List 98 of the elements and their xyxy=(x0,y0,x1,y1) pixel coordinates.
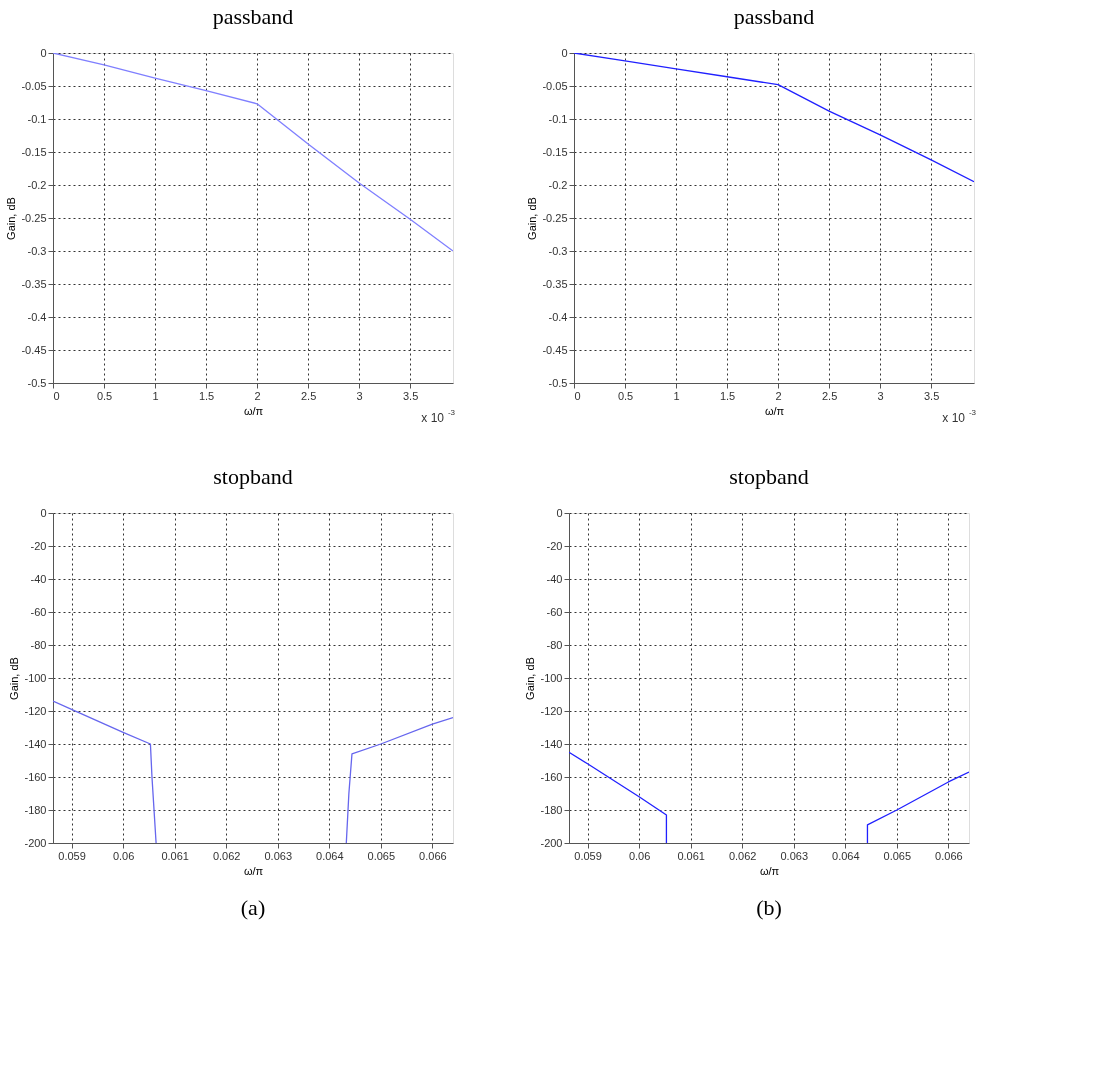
y-tick-label: -100 xyxy=(540,671,563,684)
y-tick-label: -0.25 xyxy=(21,211,47,224)
x-tick-label: 0 xyxy=(53,389,60,402)
y-tick-label: -200 xyxy=(540,836,563,849)
y-tick-label: -0.05 xyxy=(21,79,47,92)
y-tick-label: -0.1 xyxy=(27,112,47,125)
y-tick-label: -60 xyxy=(30,605,47,618)
y-tick-label: -100 xyxy=(24,671,47,684)
x-tick-label: 2.5 xyxy=(300,389,317,402)
x-tick-label: 2.5 xyxy=(821,389,838,402)
x-axis-title: ω/π xyxy=(764,404,785,417)
y-tick-label: 0 xyxy=(40,46,47,59)
x-tick-label: 0.063 xyxy=(780,849,809,862)
x-tick-label: 0.5 xyxy=(96,389,113,402)
y-axis-title: Gain, dB xyxy=(524,657,537,700)
line-series xyxy=(866,771,969,843)
y-tick-label: -160 xyxy=(540,770,563,783)
y-tick-label: -180 xyxy=(540,803,563,816)
y-tick-label: -40 xyxy=(546,572,563,585)
y-tick-label: -0.45 xyxy=(542,343,568,356)
line-series xyxy=(574,53,974,183)
x-axis-title: ω/π xyxy=(243,864,264,877)
x-tick-label: 0.061 xyxy=(161,849,189,862)
x-tick-label: 0.064 xyxy=(832,849,860,862)
x-tick-label: 3.5 xyxy=(923,389,940,402)
x-tick-label: 2 xyxy=(775,389,782,402)
y-tick-label: -20 xyxy=(30,539,47,552)
y-axis-title: Gain, dB xyxy=(526,197,539,240)
y-tick-label: -160 xyxy=(24,770,47,783)
text: (a) xyxy=(240,895,266,920)
y-tick-label: -200 xyxy=(24,836,47,849)
x-tick-label: 0.06 xyxy=(112,849,135,862)
y-tick-label: -0.35 xyxy=(542,277,568,290)
x-tick-label: 0.064 xyxy=(316,849,344,862)
y-tick-label: -0.35 xyxy=(21,277,47,290)
x-tick-label: 0.5 xyxy=(617,389,634,402)
line-series xyxy=(53,700,157,843)
x-tick-label: 0.065 xyxy=(367,849,396,862)
y-tick-label: -0.45 xyxy=(21,343,47,356)
x-tick-label: 0 xyxy=(574,389,581,402)
x-tick-label: 0.066 xyxy=(419,849,447,862)
chart-title: passband xyxy=(212,4,294,29)
x-tick-label: 2 xyxy=(254,389,261,402)
y-tick-label: 0 xyxy=(556,506,563,519)
y-tick-label: -0.2 xyxy=(27,178,47,191)
x-tick-label: 1 xyxy=(152,389,159,402)
x-tick-label: 3 xyxy=(877,389,884,402)
x-tick-label: 0.063 xyxy=(264,849,293,862)
y-tick-label: -0.3 xyxy=(548,244,568,257)
x-axis-title: ω/π xyxy=(243,404,264,417)
y-tick-label: -0.25 xyxy=(542,211,568,224)
x-tick-label: 0.061 xyxy=(677,849,705,862)
y-tick-label: -0.5 xyxy=(548,376,568,389)
x-tick-label: 1.5 xyxy=(719,389,736,402)
y-axis-title: Gain, dB xyxy=(5,197,18,240)
y-tick-label: -0.2 xyxy=(548,178,568,191)
y-tick-label: -40 xyxy=(30,572,47,585)
line-series xyxy=(569,751,668,843)
y-tick-label: 0 xyxy=(561,46,568,59)
y-tick-label: -60 xyxy=(546,605,563,618)
x-tick-label: 0.059 xyxy=(574,849,602,862)
text: x 10-3 xyxy=(942,408,977,425)
y-tick-label: -0.15 xyxy=(21,145,47,158)
line-series xyxy=(345,716,453,843)
y-tick-label: -120 xyxy=(24,704,47,717)
x-tick-label: 1 xyxy=(673,389,680,402)
chart-title: passband xyxy=(733,4,815,29)
chart-title: stopband xyxy=(729,464,809,489)
x-tick-label: 0.065 xyxy=(883,849,912,862)
x-tick-label: 0.062 xyxy=(212,849,241,862)
x-tick-label: 0.062 xyxy=(728,849,757,862)
y-tick-label: -0.15 xyxy=(542,145,568,158)
line-series xyxy=(53,53,453,252)
y-tick-label: -80 xyxy=(546,638,563,651)
x-axis-title: ω/π xyxy=(759,864,780,877)
y-tick-label: -0.05 xyxy=(542,79,568,92)
x-tick-label: 1.5 xyxy=(198,389,215,402)
x-tick-label: 0.06 xyxy=(628,849,651,862)
x-tick-label: 3 xyxy=(356,389,363,402)
y-tick-label: -0.4 xyxy=(27,310,47,323)
chart-title: stopband xyxy=(213,464,293,489)
y-tick-label: -140 xyxy=(540,737,563,750)
y-tick-label: -180 xyxy=(24,803,47,816)
y-tick-label: -140 xyxy=(24,737,47,750)
y-tick-label: -120 xyxy=(540,704,563,717)
x-tick-label: 0.066 xyxy=(935,849,963,862)
x-tick-label: 0.059 xyxy=(58,849,86,862)
y-tick-label: 0 xyxy=(40,506,47,519)
y-axis-title: Gain, dB xyxy=(8,657,21,700)
text: (b) xyxy=(756,895,782,920)
y-tick-label: -0.5 xyxy=(27,376,47,389)
x-tick-label: 3.5 xyxy=(402,389,419,402)
text: x 10-3 xyxy=(421,408,456,425)
y-tick-label: -80 xyxy=(30,638,47,651)
y-tick-label: -20 xyxy=(546,539,563,552)
y-tick-label: -0.4 xyxy=(548,310,568,323)
y-tick-label: -0.1 xyxy=(548,112,568,125)
y-tick-label: -0.3 xyxy=(27,244,47,257)
